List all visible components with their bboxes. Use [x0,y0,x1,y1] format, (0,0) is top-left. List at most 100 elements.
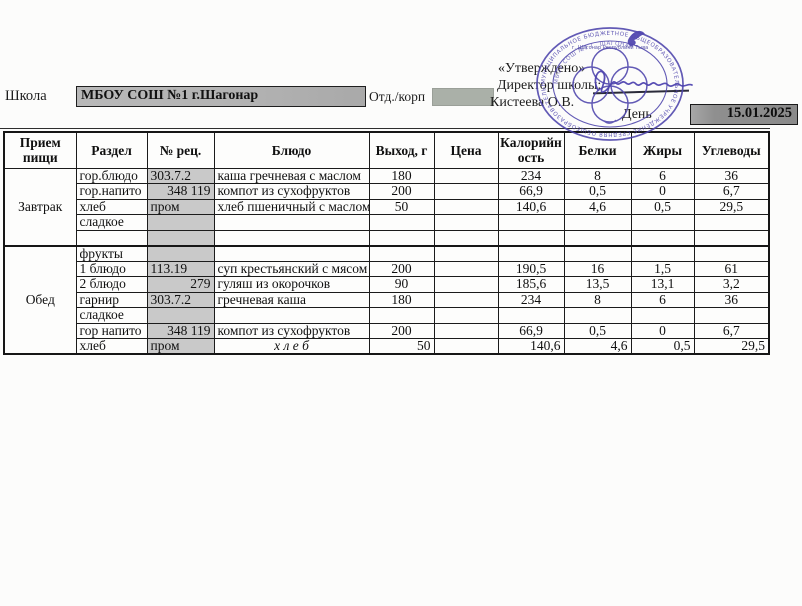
horizontal-rule [0,128,770,130]
col-header-dish: Блюдо [213,131,370,169]
kcal-cell: 234 [497,291,565,308]
school-label: Школа [5,88,47,104]
razdel-cell: гор напито [75,322,148,339]
carbs-cell: 29,5 [693,198,770,215]
price-cell [433,322,499,339]
col-header-kcal: Калорийн ость [497,131,565,169]
portion-cell [368,229,435,246]
kcal-cell [497,244,565,262]
col-header-out: Выход, г [368,131,435,169]
col-header-protein: Белки [563,131,632,169]
protein-cell: 4,6 [563,338,632,355]
portion-cell [368,214,435,231]
carbs-cell [693,244,770,262]
col-header-price: Цена [433,131,499,169]
dept-label: Отд./корп [369,89,426,104]
protein-cell: 8 [563,167,632,184]
price-cell [433,260,499,277]
carbs-cell [693,229,770,246]
col-header-razdel: Раздел [75,131,148,169]
header-row: Прием пищи Раздел № рец. Блюдо Выход, г … [3,131,770,169]
razdel-cell: 1 блюдо [75,260,148,277]
portion-cell: 200 [368,183,435,200]
stamp-inner-text: г. Шагонар Республики Тыва [572,45,648,51]
fat-cell: 0 [630,322,695,339]
kcal-cell: 190,5 [497,260,565,277]
menu-row: хлеб пром хлеб пшеничный с маслом 50 140,6 4,… [4,198,770,215]
razdel-cell: фрукты [75,244,148,262]
director-signature [594,70,693,93]
razdel-cell: 2 блюдо [75,276,148,293]
carbs-cell: 6,7 [693,183,770,200]
protein-cell [563,307,632,324]
portion-cell: 90 [368,276,435,293]
portion-cell: 180 [368,291,435,308]
protein-cell: 0,5 [563,322,632,339]
portion-cell [368,307,435,324]
razdel-cell: сладкое [75,214,148,231]
approved-text: «Утверждено» [498,61,586,76]
price-cell [433,307,499,324]
rec-cell: пром [146,338,215,355]
menu-row: гор напито 348 119 компот из сухофруктов 20… [4,322,770,339]
menu-row: хлеб пром х л е б 50 140,6 4,6 0,5 29,5 [4,338,770,355]
portion-cell: 200 [368,322,435,339]
meal-cell: Обед [3,244,77,355]
price-cell [433,167,499,184]
rec-cell: 348 119 [146,183,215,200]
kcal-cell [497,229,565,246]
dish-cell: суп крестьянский с мясом [213,260,370,277]
price-cell [433,183,499,200]
menu-row: сладкое [4,307,770,324]
protein-cell [563,214,632,231]
kcal-cell: 234 [497,167,565,184]
carbs-cell: 3,2 [693,276,770,293]
carbs-cell: 6,7 [693,322,770,339]
dish-cell [213,307,370,324]
price-cell [433,291,499,308]
kcal-cell: 140,6 [497,198,565,215]
razdel-cell: хлеб [75,198,148,215]
dish-cell: компот из сухофруктов [213,183,370,200]
school-stamp-icon: МУНИЦИПАЛЬНОЕ БЮДЖЕТНОЕ ОБЩЕОБРАЗОВАТЕЛЬ… [530,22,684,141]
menu-table: Прием пищи Раздел № рец. Блюдо Выход, г … [3,131,770,355]
price-cell [433,276,499,293]
razdel-cell: гор.напито [75,183,148,200]
protein-cell: 4,6 [563,198,632,215]
protein-cell: 0,5 [563,183,632,200]
menu-row: Обед фрукты [3,244,770,355]
fat-cell [630,307,695,324]
rec-cell [146,307,215,324]
protein-cell [563,229,632,246]
school-name-field: МБОУ СОШ №1 г.Шагонар [76,86,366,107]
fat-cell: 0,5 [630,198,695,215]
meal-cell: Завтрак [3,167,77,246]
rec-cell: 279 [146,276,215,293]
fat-cell [630,229,695,246]
menu-row: сладкое [4,214,770,231]
kcal-cell [497,214,565,231]
fat-cell: 0 [630,183,695,200]
menu-row: гор.напито 348 119 компот из сухофруктов 20… [4,183,770,200]
dept-field [432,88,494,106]
portion-cell: 50 [368,338,435,355]
razdel-cell: гор.блюдо [75,167,148,184]
price-cell [433,244,499,262]
director-name: Кистеева О.В. [490,95,575,110]
price-cell [433,214,499,231]
date-field: 15.01.2025 [690,104,798,125]
col-header-rec: № рец. [146,131,215,169]
protein-cell: 16 [563,260,632,277]
carbs-cell: 61 [693,260,770,277]
kcal-cell [497,307,565,324]
fat-cell [630,214,695,231]
protein-cell [563,244,632,262]
dish-cell: гречневая каша [213,291,370,308]
price-cell [433,229,499,246]
fat-cell: 6 [630,167,695,184]
menu-row: Завтрак гор.блюдо 303.7.2 каша гречневая с … [3,167,770,246]
carbs-cell: 36 [693,291,770,308]
svg-text:МУНИЦИПАЛЬНОЕ БЮДЖЕТНОЕ ОБЩЕОБ: МУНИЦИПАЛЬНОЕ БЮДЖЕТНОЕ ОБЩЕОБРАЗОВАТЕЛЬ… [530,22,679,137]
protein-cell: 13,5 [563,276,632,293]
